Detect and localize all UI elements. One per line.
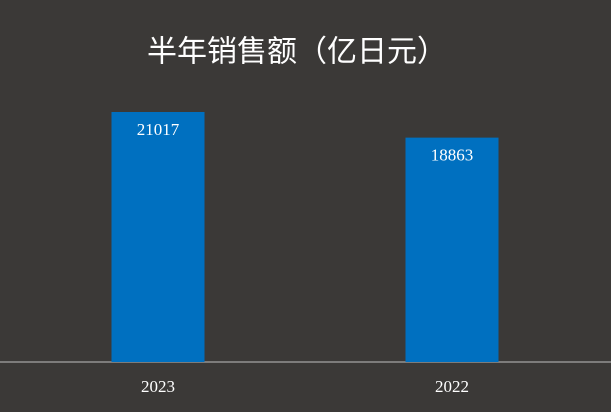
x-tick-label: 2023 (141, 377, 175, 396)
x-tick-label: 2022 (435, 377, 469, 396)
bar (111, 112, 205, 362)
chart-title: 半年销售额（亿日元） (147, 35, 447, 70)
data-label: 18863 (431, 146, 474, 165)
bar (405, 137, 499, 362)
data-label: 21017 (137, 120, 180, 139)
